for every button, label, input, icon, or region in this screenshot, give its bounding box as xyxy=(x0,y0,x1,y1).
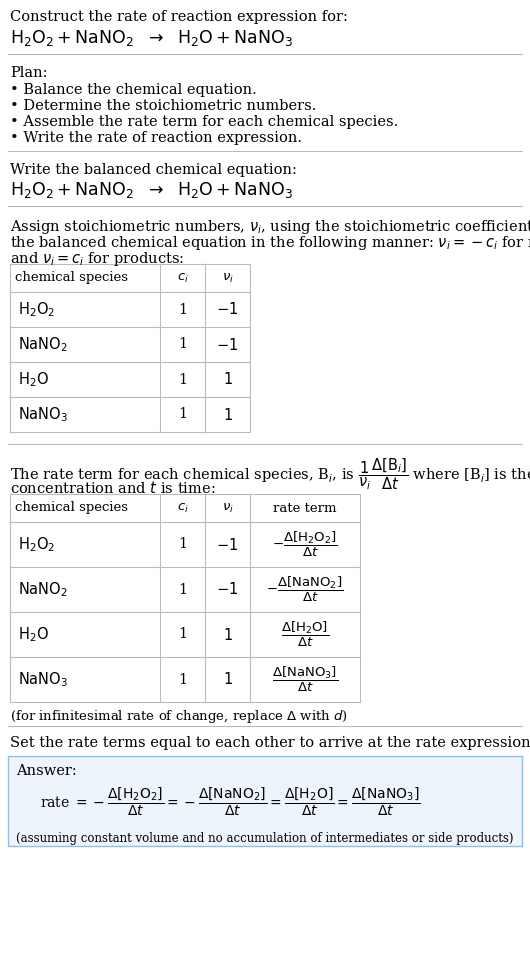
Text: 1: 1 xyxy=(178,372,187,386)
Text: $\mathrm{H_2O_2}$: $\mathrm{H_2O_2}$ xyxy=(18,300,55,318)
Text: $-1$: $-1$ xyxy=(216,336,238,353)
Text: $\mathrm{H_2O}$: $\mathrm{H_2O}$ xyxy=(18,625,49,644)
Text: Write the balanced chemical equation:: Write the balanced chemical equation: xyxy=(10,163,297,177)
Text: • Balance the chemical equation.: • Balance the chemical equation. xyxy=(10,83,257,97)
Text: • Write the rate of reaction expression.: • Write the rate of reaction expression. xyxy=(10,131,302,145)
Text: Construct the rate of reaction expression for:: Construct the rate of reaction expressio… xyxy=(10,10,348,24)
Text: 1: 1 xyxy=(178,337,187,352)
Text: $-1$: $-1$ xyxy=(216,581,238,598)
Text: $\dfrac{\Delta[\mathrm{NaNO_3}]}{\Delta t}$: $\dfrac{\Delta[\mathrm{NaNO_3}]}{\Delta … xyxy=(272,664,338,694)
Text: (for infinitesimal rate of change, replace $\Delta$ with $d$): (for infinitesimal rate of change, repla… xyxy=(10,708,348,725)
Text: The rate term for each chemical species, B$_i$, is $\dfrac{1}{\nu_i}\dfrac{\Delt: The rate term for each chemical species,… xyxy=(10,456,530,492)
Text: $1$: $1$ xyxy=(223,671,233,688)
Text: $c_i$: $c_i$ xyxy=(176,271,188,284)
Text: 1: 1 xyxy=(178,537,187,552)
Text: chemical species: chemical species xyxy=(15,502,128,514)
Text: $\mathrm{NaNO_3}$: $\mathrm{NaNO_3}$ xyxy=(18,405,68,423)
Text: $-1$: $-1$ xyxy=(216,302,238,318)
Text: and $\nu_i = c_i$ for products:: and $\nu_i = c_i$ for products: xyxy=(10,250,184,268)
Text: $1$: $1$ xyxy=(223,371,233,387)
Text: 1: 1 xyxy=(178,672,187,687)
Text: $\mathrm{H_2O}$: $\mathrm{H_2O}$ xyxy=(18,370,49,389)
Text: $c_i$: $c_i$ xyxy=(176,502,188,514)
Text: 1: 1 xyxy=(178,408,187,421)
Text: $-\dfrac{\Delta[\mathrm{H_2O_2}]}{\Delta t}$: $-\dfrac{\Delta[\mathrm{H_2O_2}]}{\Delta… xyxy=(272,530,338,560)
Text: $\mathrm{NaNO_3}$: $\mathrm{NaNO_3}$ xyxy=(18,670,68,689)
Text: the balanced chemical equation in the following manner: $\nu_i = -c_i$ for react: the balanced chemical equation in the fo… xyxy=(10,234,530,252)
FancyBboxPatch shape xyxy=(8,756,522,846)
Text: $-\dfrac{\Delta[\mathrm{NaNO_2}]}{\Delta t}$: $-\dfrac{\Delta[\mathrm{NaNO_2}]}{\Delta… xyxy=(267,575,343,604)
Text: Assign stoichiometric numbers, $\nu_i$, using the stoichiometric coefficients, $: Assign stoichiometric numbers, $\nu_i$, … xyxy=(10,218,530,236)
Text: $\mathregular{H_2O_2 + NaNO_2}$  $\rightarrow$  $\mathregular{H_2O + NaNO_3}$: $\mathregular{H_2O_2 + NaNO_2}$ $\righta… xyxy=(10,28,293,48)
Text: 1: 1 xyxy=(178,303,187,317)
Text: $\mathrm{NaNO_2}$: $\mathrm{NaNO_2}$ xyxy=(18,335,68,354)
Text: $\dfrac{\Delta[\mathrm{H_2O}]}{\Delta t}$: $\dfrac{\Delta[\mathrm{H_2O}]}{\Delta t}… xyxy=(281,620,329,649)
Text: (assuming constant volume and no accumulation of intermediates or side products): (assuming constant volume and no accumul… xyxy=(16,832,514,845)
Text: $\mathrm{H_2O_2}$: $\mathrm{H_2O_2}$ xyxy=(18,535,55,554)
Text: rate $= -\dfrac{\Delta[\mathrm{H_2O_2}]}{\Delta t} = -\dfrac{\Delta[\mathrm{NaNO: rate $= -\dfrac{\Delta[\mathrm{H_2O_2}]}… xyxy=(40,786,420,818)
Text: $1$: $1$ xyxy=(223,626,233,643)
Text: 1: 1 xyxy=(178,582,187,597)
Text: • Determine the stoichiometric numbers.: • Determine the stoichiometric numbers. xyxy=(10,99,316,113)
Text: $1$: $1$ xyxy=(223,407,233,422)
Text: $\nu_i$: $\nu_i$ xyxy=(222,502,234,514)
Text: $\nu_i$: $\nu_i$ xyxy=(222,271,234,284)
Text: Answer:: Answer: xyxy=(16,764,77,778)
Text: concentration and $t$ is time:: concentration and $t$ is time: xyxy=(10,480,216,496)
Text: chemical species: chemical species xyxy=(15,271,128,284)
Text: $\mathrm{NaNO_2}$: $\mathrm{NaNO_2}$ xyxy=(18,580,68,599)
Text: $\mathregular{H_2O_2 + NaNO_2}$  $\rightarrow$  $\mathregular{H_2O + NaNO_3}$: $\mathregular{H_2O_2 + NaNO_2}$ $\righta… xyxy=(10,180,293,200)
Text: 1: 1 xyxy=(178,627,187,642)
Text: Plan:: Plan: xyxy=(10,66,48,80)
Text: • Assemble the rate term for each chemical species.: • Assemble the rate term for each chemic… xyxy=(10,115,398,129)
Text: Set the rate terms equal to each other to arrive at the rate expression:: Set the rate terms equal to each other t… xyxy=(10,736,530,750)
Text: $-1$: $-1$ xyxy=(216,536,238,553)
Text: rate term: rate term xyxy=(273,502,337,514)
